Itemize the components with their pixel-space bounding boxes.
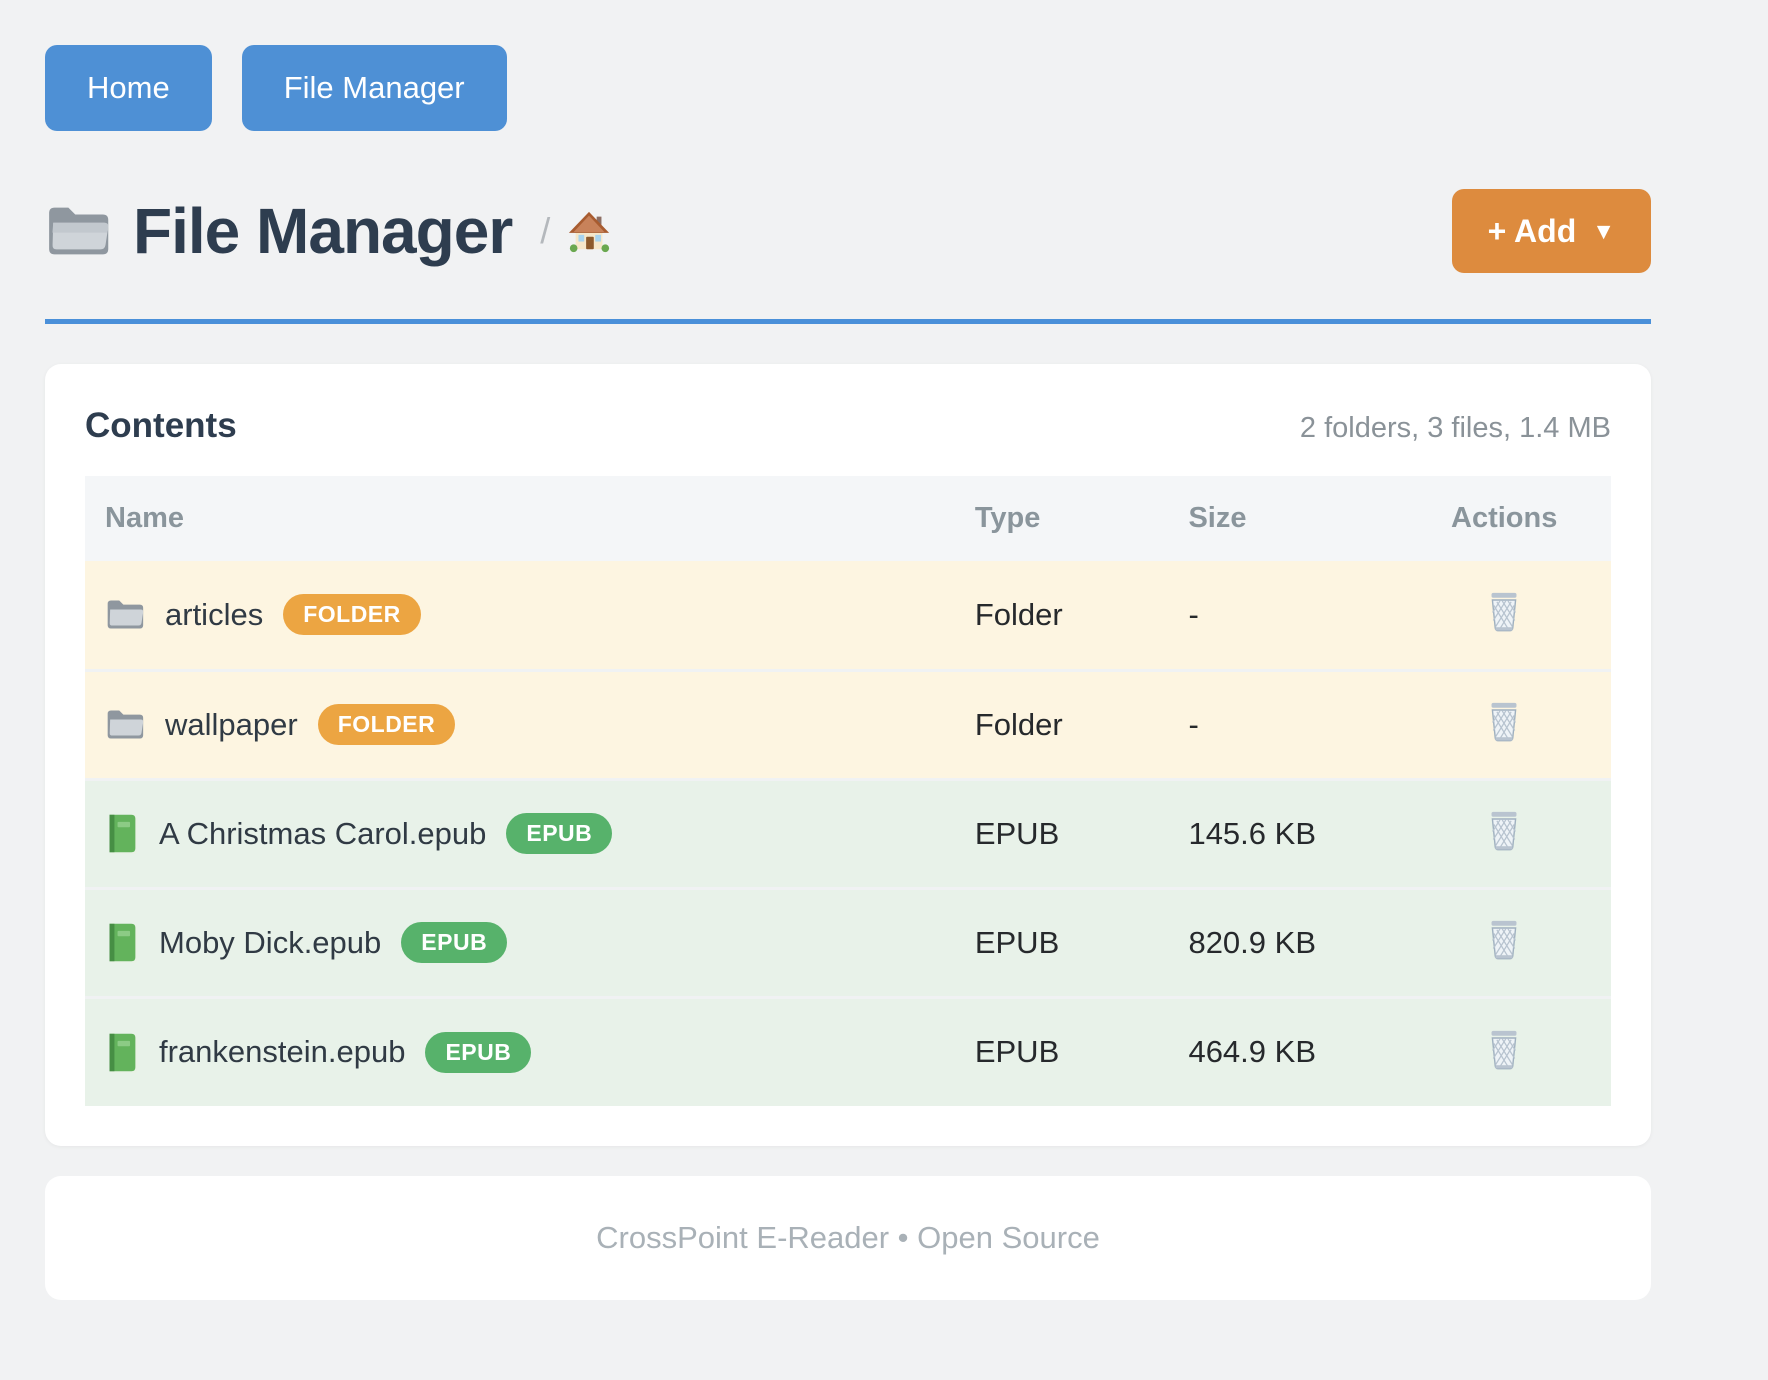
type-cell: EPUB bbox=[974, 815, 1060, 851]
contents-card: Contents 2 folders, 3 files, 1.4 MB Name… bbox=[45, 364, 1651, 1146]
folder-icon bbox=[105, 708, 145, 741]
type-badge: EPUB bbox=[401, 922, 508, 963]
title-wrap: File Manager / bbox=[45, 194, 612, 268]
type-badge: FOLDER bbox=[317, 704, 456, 745]
home-icon bbox=[569, 211, 610, 253]
page-header: File Manager / + Add ▼ bbox=[45, 189, 1651, 273]
top-nav: Home File Manager bbox=[45, 0, 1651, 131]
footer: CrossPoint E-Reader • Open Source bbox=[45, 1176, 1651, 1300]
trash-icon bbox=[1491, 1030, 1517, 1070]
file-table: Name Type Size Actions bbox=[85, 476, 1611, 1106]
card-title: Contents bbox=[85, 406, 237, 445]
column-header-size: Size bbox=[1168, 476, 1398, 561]
trash-icon bbox=[1491, 811, 1517, 851]
item-name[interactable]: Moby Dick.epub bbox=[159, 924, 382, 960]
contents-summary: 2 folders, 3 files, 1.4 MB bbox=[1299, 412, 1611, 444]
green-book-icon bbox=[105, 922, 139, 963]
column-header-type: Type bbox=[954, 476, 1169, 561]
type-cell: Folder bbox=[974, 596, 1063, 632]
item-name[interactable]: wallpaper bbox=[165, 706, 298, 742]
card-header: Contents 2 folders, 3 files, 1.4 MB bbox=[85, 406, 1611, 446]
table-header-row: Name Type Size Actions bbox=[85, 476, 1611, 561]
caret-down-icon: ▼ bbox=[1592, 217, 1615, 244]
size-cell: 464.9 KB bbox=[1188, 1034, 1316, 1070]
type-badge: EPUB bbox=[506, 813, 613, 854]
breadcrumb[interactable] bbox=[566, 208, 612, 254]
footer-text: CrossPoint E-Reader • Open Source bbox=[596, 1220, 1100, 1255]
column-header-name: Name bbox=[85, 476, 955, 561]
delete-button[interactable] bbox=[1482, 698, 1526, 747]
add-button[interactable]: + Add ▼ bbox=[1451, 189, 1651, 273]
file-manager-button[interactable]: File Manager bbox=[241, 45, 507, 131]
column-header-actions: Actions bbox=[1397, 476, 1611, 561]
size-cell: - bbox=[1188, 706, 1199, 742]
size-cell: - bbox=[1188, 596, 1199, 632]
add-button-label: + Add bbox=[1487, 212, 1577, 249]
header-rule bbox=[45, 319, 1651, 324]
trash-icon bbox=[1491, 920, 1517, 960]
size-cell: 145.6 KB bbox=[1188, 815, 1316, 851]
delete-button[interactable] bbox=[1482, 916, 1526, 965]
page-title: File Manager bbox=[133, 195, 513, 267]
table-row: articles FOLDER Folder - bbox=[85, 561, 1611, 670]
green-book-icon bbox=[105, 1032, 139, 1073]
folder-icon bbox=[49, 207, 109, 255]
page: Home File Manager File Manager / bbox=[45, 0, 1651, 1300]
breadcrumb-separator: / bbox=[540, 210, 551, 251]
folder-icon bbox=[105, 598, 145, 631]
type-cell: EPUB bbox=[974, 924, 1060, 960]
size-cell: 820.9 KB bbox=[1188, 924, 1316, 960]
table-row: Moby Dick.epub EPUB EPUB 820.9 KB bbox=[85, 888, 1611, 997]
delete-button[interactable] bbox=[1482, 588, 1526, 637]
table-row: frankenstein.epub EPUB EPUB 464.9 KB bbox=[85, 997, 1611, 1106]
item-name[interactable]: A Christmas Carol.epub bbox=[159, 815, 487, 851]
trash-icon bbox=[1491, 702, 1517, 742]
green-book-icon bbox=[105, 813, 139, 854]
table-row: A Christmas Carol.epub EPUB EPUB 145.6 K… bbox=[85, 779, 1611, 888]
table-row: wallpaper FOLDER Folder - bbox=[85, 670, 1611, 779]
type-cell: EPUB bbox=[974, 1034, 1060, 1070]
type-badge: FOLDER bbox=[283, 594, 421, 636]
type-badge: EPUB bbox=[425, 1031, 532, 1073]
type-cell: Folder bbox=[974, 706, 1063, 742]
item-name[interactable]: frankenstein.epub bbox=[159, 1034, 406, 1070]
home-button[interactable]: Home bbox=[45, 45, 212, 131]
trash-icon bbox=[1491, 593, 1517, 632]
delete-button[interactable] bbox=[1482, 807, 1526, 856]
item-name[interactable]: articles bbox=[165, 596, 264, 632]
delete-button[interactable] bbox=[1482, 1026, 1526, 1075]
